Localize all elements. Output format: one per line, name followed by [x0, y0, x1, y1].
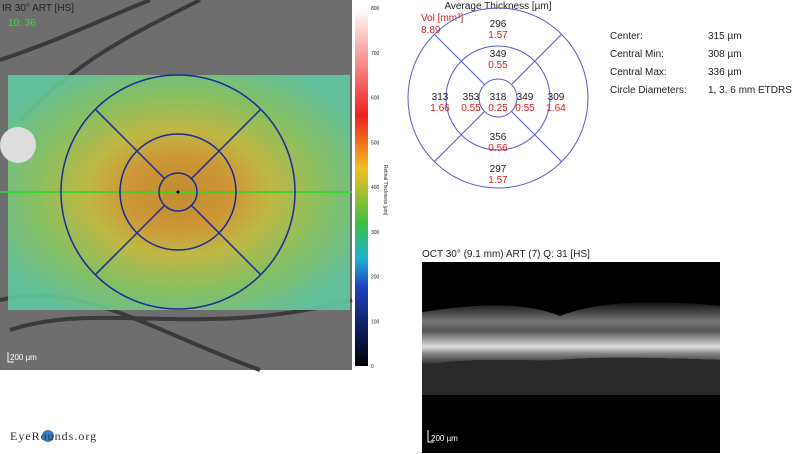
sector-thickness: 349 [517, 92, 534, 103]
fundus-scale: 200 µm [10, 353, 37, 362]
colorbar-tick: 100 [371, 319, 380, 325]
stat-label: Center: [610, 31, 643, 42]
colorbar-tick: 400 [371, 185, 380, 191]
sector-volume: 0.56 [488, 143, 508, 154]
colorbar-ticks: 800 700 600 500 400 300 200 100 0 [371, 6, 380, 370]
choroid [422, 357, 720, 395]
colorbar-tick: 300 [371, 230, 380, 236]
fovea [176, 190, 180, 194]
stat-label: Central Min: [610, 49, 664, 60]
vessels [0, 0, 353, 372]
etdrs-sectors: 2961.573490.553131.663530.553180.253490.… [430, 19, 566, 186]
logo-globe [42, 430, 54, 442]
etdrs-panel: Average Thickness [µm] Vol [mm³] 8.89 29… [407, 1, 589, 189]
oct-panel: OCT 30° (9.1 mm) ART (7) Q: 31 [HS] 200 … [422, 249, 720, 453]
logo: EyeRounds.org [10, 429, 97, 443]
sector-volume: 0.55 [515, 103, 535, 114]
fundus-panel: IR 30° ART [HS] 10: 36 200 µm 800 700 600 5… [0, 0, 388, 372]
scale-bar [7, 352, 14, 363]
sector-thickness: 356 [490, 132, 507, 143]
sector-thickness: 313 [432, 92, 449, 103]
stat-label: Central Max: [610, 67, 667, 78]
colorbar-tick: 700 [371, 51, 380, 57]
sector-volume: 0.25 [488, 103, 508, 114]
stat-value: 308 µm [708, 49, 742, 60]
etdrs-title: Average Thickness [µm] [444, 1, 551, 12]
sector-thickness: 309 [548, 92, 565, 103]
etdrs-grid [407, 7, 589, 189]
sector-volume: 1.57 [488, 30, 508, 41]
colorbar-tick: 800 [371, 6, 380, 12]
colorbar-tick: 0 [371, 364, 374, 370]
sector-volume: 1.57 [488, 175, 508, 186]
vol-value: 8.89 [421, 25, 441, 36]
colorbar-tick: 500 [371, 140, 380, 146]
sector-thickness: 296 [490, 19, 507, 30]
stat-value: 315 µm [708, 31, 742, 42]
sector-volume: 0.55 [488, 60, 508, 71]
colorbar-label: Retinal Thickness [µm] [382, 165, 388, 216]
optic-disc [0, 127, 36, 163]
sector-volume: 0.55 [461, 103, 481, 114]
oct-scale: 200 µm [431, 434, 458, 443]
stat-label: Circle Diameters: [610, 85, 687, 96]
fundus-title: IR 30° ART [HS] [2, 3, 74, 14]
sector-thickness: 353 [463, 92, 480, 103]
sector-thickness: 297 [490, 164, 507, 175]
oct-title: OCT 30° (9.1 mm) ART (7) Q: 31 [HS] [422, 249, 590, 260]
vol-label: Vol [mm³] [421, 13, 463, 24]
colorbar [355, 8, 368, 366]
sector-volume: 1.64 [546, 103, 566, 114]
fundus-time: 10: 36 [8, 18, 36, 29]
sector-volume: 1.66 [430, 103, 450, 114]
etdrs-grid-overlay [60, 74, 296, 310]
oct-scale-bar [427, 430, 434, 443]
stat-value: 1, 3, 6 mm ETDRS [708, 85, 792, 96]
colorbar-tick: 200 [371, 275, 380, 281]
stats: Center: 315 µm Central Min: 308 µm Central M… [610, 31, 792, 96]
sector-thickness: 318 [490, 92, 507, 103]
stat-value: 336 µm [708, 67, 742, 78]
colorbar-tick: 600 [371, 96, 380, 102]
sector-thickness: 349 [490, 49, 507, 60]
retina-layers [422, 302, 720, 366]
